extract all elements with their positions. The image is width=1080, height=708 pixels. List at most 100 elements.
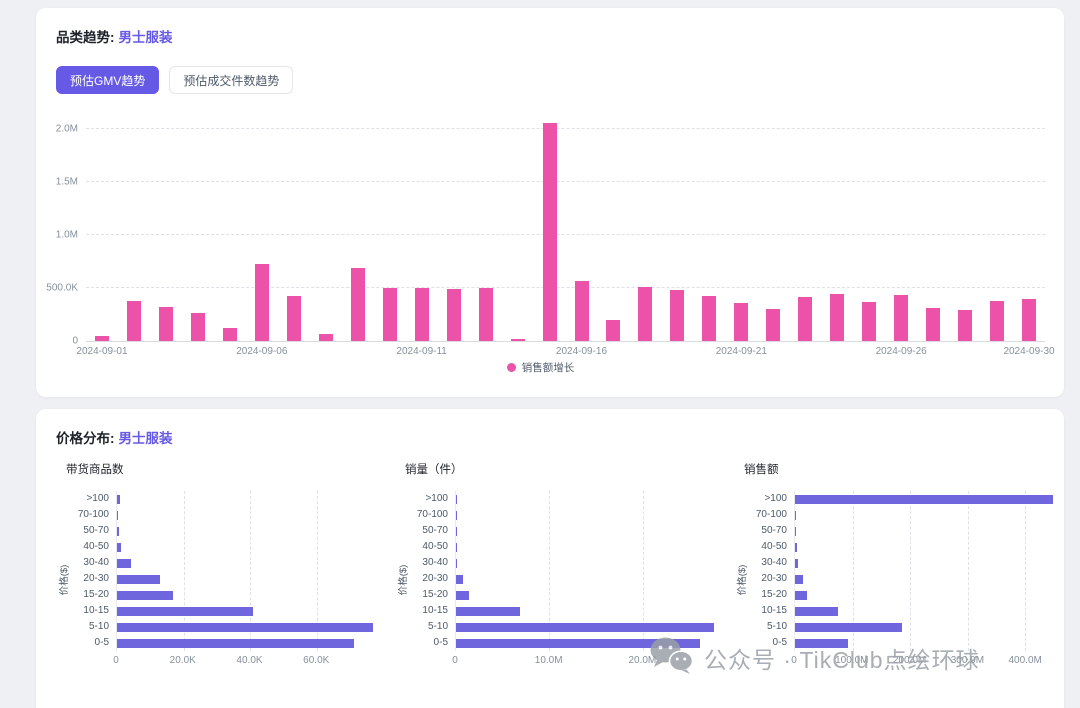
trend-bar-2024-09-18[interactable]	[638, 287, 653, 341]
price-bar-15-20[interactable]	[795, 590, 807, 600]
category-label: 70-100	[755, 509, 787, 520]
x-tick-label: 0	[113, 655, 119, 666]
price-bar->100[interactable]	[456, 494, 457, 504]
y-tick-label: 500.0K	[46, 282, 78, 294]
trend-bar-2024-09-10[interactable]	[382, 287, 397, 341]
price-bar-40-50[interactable]	[795, 542, 797, 552]
category-label: 0-5	[433, 637, 448, 648]
price-bar-0-5[interactable]	[795, 638, 848, 648]
sales-amount-chart: 价格($) >100 70-100 50-70 40-50 30-40 20-30 15-2…	[734, 491, 1061, 669]
price-bar-70-100[interactable]	[456, 510, 457, 520]
price-bar-20-30[interactable]	[795, 574, 804, 584]
price-bar-70-100[interactable]	[117, 510, 118, 520]
category-label: 50-70	[422, 525, 448, 536]
category-label: 15-20	[422, 589, 448, 600]
tab-gmv-trend[interactable]: 预估GMV趋势	[56, 66, 160, 94]
trend-bar-2024-09-17[interactable]	[606, 320, 621, 341]
trend-bar-2024-09-15[interactable]	[542, 122, 557, 341]
y-tick-label: 1.0M	[55, 229, 78, 241]
category-trend-card: 品类趋势: 男士服装 预估GMV趋势 预估成交件数趋势 0 500.0K 1.0M 1.…	[36, 8, 1064, 397]
trend-bar-2024-09-06[interactable]	[254, 263, 269, 341]
plot-area: 0 20.0K 40.0K 60.0K	[113, 491, 383, 669]
trend-bar-2024-09-27[interactable]	[926, 308, 941, 341]
trend-bar-2024-09-24[interactable]	[830, 294, 845, 341]
price-bar-50-70[interactable]	[795, 526, 797, 536]
price-bar-10-15[interactable]	[795, 606, 838, 616]
trend-bar-2024-09-01[interactable]	[94, 336, 109, 341]
trend-bar-2024-09-11[interactable]	[414, 287, 429, 341]
price-bar-70-100[interactable]	[795, 510, 796, 520]
category-label: 50-70	[83, 525, 109, 536]
category-label: 40-50	[83, 541, 109, 552]
price-bar-5-10[interactable]	[795, 622, 903, 632]
x-tick-label: 2024-09-16	[555, 346, 608, 357]
price-bar-10-15[interactable]	[117, 606, 254, 616]
trend-bar-2024-09-29[interactable]	[990, 300, 1005, 341]
price-category-link[interactable]: 男士服装	[118, 431, 173, 446]
trend-bar-2024-09-13[interactable]	[478, 287, 493, 341]
trend-bar-2024-09-21[interactable]	[734, 302, 749, 341]
category-label: 20-30	[422, 573, 448, 584]
category-label: 70-100	[77, 509, 109, 520]
price-bar->100[interactable]	[117, 494, 120, 504]
category-label: 5-10	[427, 621, 448, 632]
trend-bar-2024-09-03[interactable]	[158, 306, 173, 341]
trend-bar-2024-09-26[interactable]	[894, 294, 909, 341]
price-bar-30-40[interactable]	[456, 558, 458, 568]
price-bar-50-70[interactable]	[117, 526, 119, 536]
sales-volume-chart: 价格($) >100 70-100 50-70 40-50 30-40 20-30 15-2…	[395, 491, 722, 669]
price-bar-30-40[interactable]	[117, 558, 132, 568]
category-label: 10-15	[83, 605, 109, 616]
trend-bar-2024-09-08[interactable]	[318, 334, 333, 341]
trend-bar-2024-09-23[interactable]	[798, 297, 813, 341]
category-label: >100	[425, 493, 448, 504]
price-bar-50-70[interactable]	[456, 526, 457, 536]
panel-product-count: 带货商品数 价格($) >100 70-100 50-70 40-50 30-40 20-…	[56, 461, 383, 669]
trend-bar-2024-09-05[interactable]	[222, 328, 237, 341]
price-bar-20-30[interactable]	[117, 574, 161, 584]
tab-deal-count-trend[interactable]: 预估成交件数趋势	[169, 66, 294, 94]
price-bar-40-50[interactable]	[456, 542, 457, 552]
price-bar->100[interactable]	[795, 494, 1053, 504]
panel-sales-amount: 销售额 价格($) >100 70-100 50-70 40-50 30-40 20-30…	[734, 461, 1061, 669]
price-bar-5-10[interactable]	[456, 622, 714, 632]
trend-bar-2024-09-02[interactable]	[126, 300, 141, 341]
trend-bar-2024-09-16[interactable]	[574, 281, 589, 341]
price-distribution-card: 价格分布: 男士服装 带货商品数 价格($) >100 70-100 50-70 40-…	[36, 409, 1064, 708]
trend-bar-2024-09-12[interactable]	[446, 288, 461, 341]
trend-bar-2024-09-28[interactable]	[958, 309, 973, 341]
plot-area: 0 100.0M 200.0M 300.0M 400.0M	[791, 491, 1061, 669]
category-label: 0-5	[94, 637, 109, 648]
trend-bar-2024-09-09[interactable]	[350, 268, 365, 341]
trend-bar-2024-09-04[interactable]	[190, 312, 205, 341]
trend-bar-2024-09-25[interactable]	[862, 302, 877, 341]
category-label: 30-40	[761, 557, 787, 568]
price-bar-30-40[interactable]	[795, 558, 798, 568]
trend-bar-2024-09-14[interactable]	[510, 338, 525, 341]
price-bar-0-5[interactable]	[456, 638, 700, 648]
price-bar-5-10[interactable]	[117, 622, 374, 632]
price-bar-40-50[interactable]	[117, 542, 121, 552]
price-bar-0-5[interactable]	[117, 638, 354, 648]
x-tick-label: 0	[791, 655, 797, 666]
trend-bar-2024-09-20[interactable]	[702, 295, 717, 341]
trend-bar-2024-09-30[interactable]	[1022, 299, 1037, 341]
price-bar-15-20[interactable]	[456, 590, 469, 600]
category-label: 50-70	[761, 525, 787, 536]
legend-sales-growth[interactable]: 销售额增长	[36, 360, 1045, 375]
trend-bar-2024-09-19[interactable]	[670, 290, 685, 341]
price-bar-10-15[interactable]	[456, 606, 521, 616]
y-axis-title: 价格($)	[59, 564, 70, 596]
price-bar-15-20[interactable]	[117, 590, 173, 600]
y-tick-label: 2.0M	[55, 123, 78, 135]
trend-category-link[interactable]: 男士服装	[118, 30, 173, 45]
category-label: 10-15	[761, 605, 787, 616]
price-title-label: 价格分布:	[56, 431, 115, 446]
x-tick-label: 60.0K	[303, 655, 330, 666]
trend-bar-2024-09-22[interactable]	[766, 309, 781, 341]
trend-title-label: 品类趋势:	[56, 30, 115, 45]
trend-bar-2024-09-07[interactable]	[286, 296, 301, 341]
x-axis: 0 100.0M 200.0M 300.0M 400.0M	[791, 655, 1061, 669]
price-bar-20-30[interactable]	[456, 574, 463, 584]
